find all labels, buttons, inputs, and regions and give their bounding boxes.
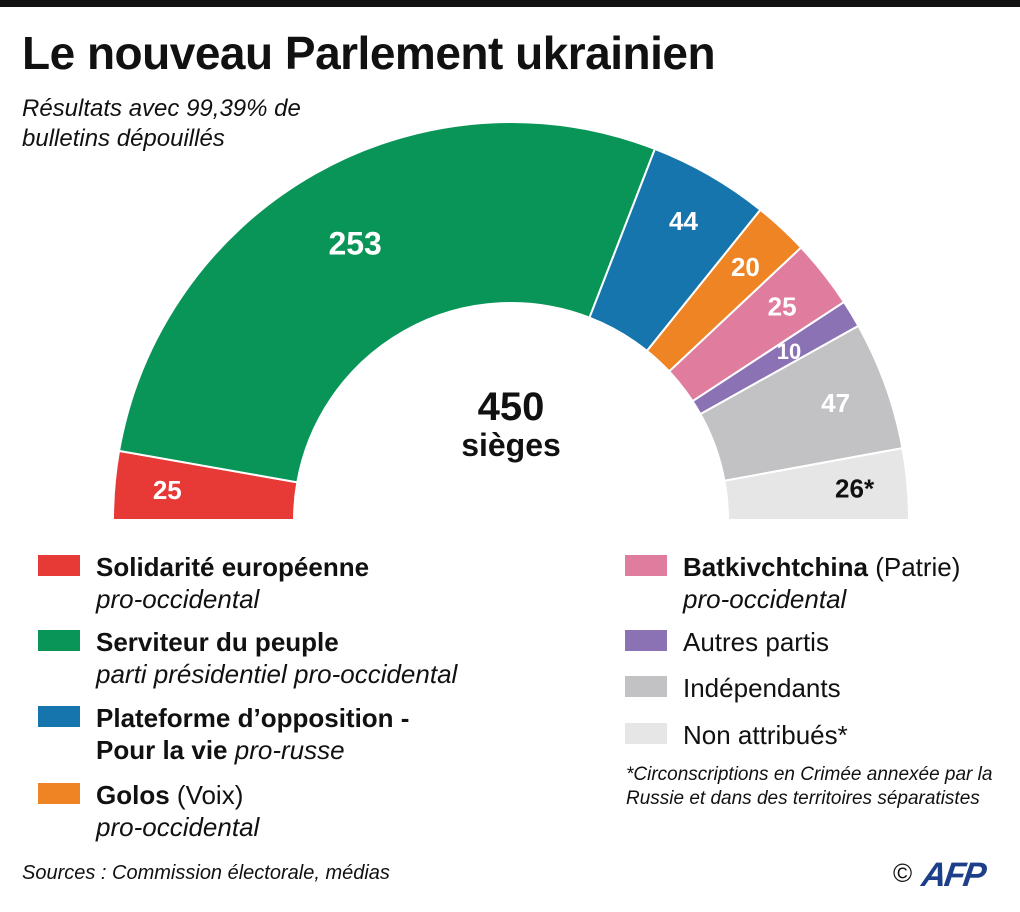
afp-logo: AFP (919, 856, 987, 894)
legend-party-desc: pro-occidental (96, 584, 260, 614)
legend-swatch (38, 630, 80, 651)
legend-party-name: Golos (96, 780, 170, 810)
parliament-chart: 25 253 44 20 25 10 47 26* 450 sièges (111, 121, 911, 521)
top-rule (0, 0, 1020, 7)
legend-swatch (625, 555, 667, 576)
seat-value-label-1: 253 (328, 225, 381, 261)
legend-party-name: Batkivchtchina (683, 552, 868, 582)
copyright-symbol: © (893, 858, 913, 888)
legend-swatch (38, 555, 80, 576)
seat-value-label-4: 25 (768, 292, 797, 322)
seat-value-label-0: 25 (153, 475, 182, 505)
seat-value-label-5: 10 (777, 339, 801, 364)
seat-value-label-2: 44 (669, 206, 698, 236)
legend-swatch (38, 783, 80, 804)
total-seats-label: sièges (461, 427, 561, 463)
seat-segments (111, 121, 911, 521)
seat-value-label-3: 20 (731, 252, 760, 282)
legend-label: Autres partis (683, 627, 829, 657)
seat-segment-7 (723, 446, 911, 521)
seat-value-label-6: 47 (821, 388, 850, 418)
legend-party-translation: (Voix) (176, 780, 244, 810)
chart-subtitle: Résultats avec 99,39% de bulletins dépou… (22, 95, 301, 152)
total-seats-value: 450 (478, 385, 545, 429)
legend-party-name: Plateforme d’opposition - (96, 703, 410, 733)
legend-swatch (38, 706, 80, 727)
legend-swatch (625, 630, 667, 651)
seat-segment-1 (117, 121, 657, 484)
legend-party-desc: pro-occidental (96, 812, 260, 842)
legend-party-name-line2: Pour la vie (96, 735, 228, 765)
legend-party-translation: (Patrie) (875, 552, 961, 582)
legend-swatch (625, 723, 667, 744)
legend-swatch (625, 676, 667, 697)
legend-party-name: Serviteur du peuple (96, 627, 339, 657)
legend-label: Indépendants (683, 673, 841, 703)
legend-party-desc: pro-russe (234, 735, 345, 765)
seat-value-labels: 25 253 44 20 25 10 47 26* (153, 206, 875, 505)
seat-value-label-7: 26* (835, 474, 875, 504)
legend-label: Non attribués* (683, 720, 848, 750)
legend-party-name: Solidarité européenne (96, 552, 370, 582)
legend-party-desc: parti présidentiel pro-occidental (96, 659, 458, 689)
footnote: *Circonscriptions en Crimée annexée par … (626, 764, 993, 809)
sources: Sources : Commission électorale, médias (22, 862, 390, 884)
legend-party-desc: pro-occidental (683, 584, 847, 614)
chart-title: Le nouveau Parlement ukrainien (22, 27, 716, 79)
